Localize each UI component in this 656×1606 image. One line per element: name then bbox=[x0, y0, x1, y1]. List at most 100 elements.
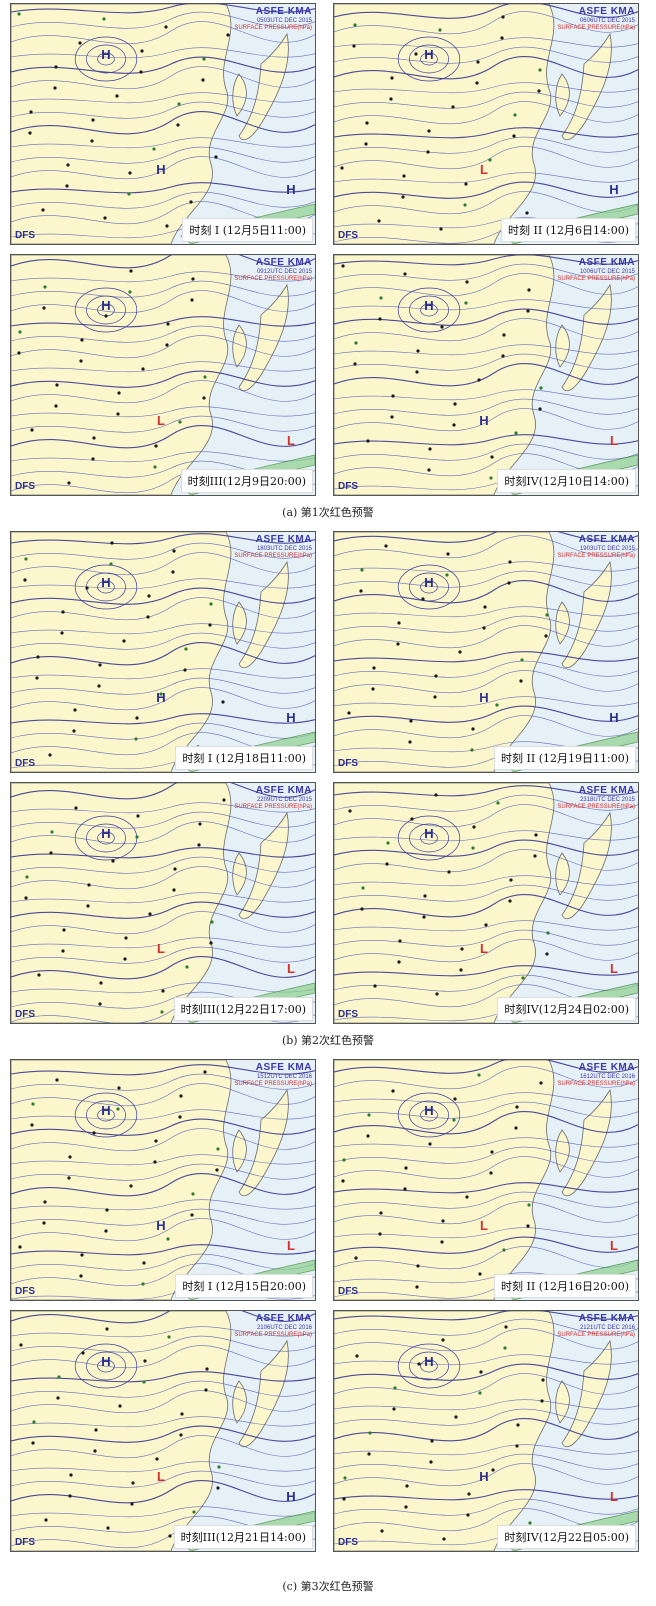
land-islands bbox=[561, 32, 612, 141]
station-dot bbox=[426, 150, 430, 154]
map-panel: H L L ASFE KMA 2209UTC DEC 2015 SURFACE PR… bbox=[10, 782, 316, 1024]
dfs-logo: DFS bbox=[15, 481, 35, 492]
time-label: 时刻III(12月9日20:00) bbox=[180, 469, 313, 493]
isobar-line bbox=[334, 308, 638, 326]
station-dot bbox=[359, 589, 363, 593]
pressure-map: H H H bbox=[11, 4, 315, 244]
map-panel: H H L ASFE KMA 2121UTC DEC 2016 SURFACE PR… bbox=[333, 1310, 639, 1552]
station-dot bbox=[545, 952, 549, 956]
map-stamp: ASFE KMA 0503UTC DEC 2015 SURFACE PRESSU… bbox=[234, 7, 312, 32]
closed-isobar bbox=[86, 1100, 126, 1130]
station-dot bbox=[179, 1433, 183, 1437]
station-dot bbox=[377, 219, 381, 223]
isobar-line bbox=[334, 615, 638, 633]
pressure-center-mark: H bbox=[286, 1489, 295, 1504]
isobar-line bbox=[334, 1182, 638, 1194]
isobar-line bbox=[11, 1154, 315, 1166]
isobar-line bbox=[334, 255, 638, 266]
isobar-line bbox=[11, 1479, 315, 1504]
station-dot bbox=[391, 1089, 395, 1093]
isobar-line bbox=[334, 929, 638, 947]
isobar-line bbox=[334, 839, 638, 857]
station-dot bbox=[185, 965, 189, 969]
map-panel: H H L ASFE KMA 1006UTC DEC 2015 SURFACE PR… bbox=[333, 254, 639, 496]
closed-isobar bbox=[74, 564, 138, 610]
station-dot bbox=[159, 692, 163, 696]
station-dot bbox=[172, 888, 176, 892]
station-dot bbox=[434, 674, 438, 678]
station-dot bbox=[371, 687, 375, 691]
station-dot bbox=[116, 412, 120, 416]
station-dot bbox=[105, 1327, 109, 1331]
stamp-product: SURFACE PRESSURE(hPa) bbox=[234, 1081, 312, 1087]
isobar-line bbox=[334, 570, 638, 588]
station-dot bbox=[384, 544, 388, 548]
isobar-line bbox=[11, 11, 315, 29]
closed-isobar bbox=[74, 1343, 138, 1389]
station-dot bbox=[460, 947, 464, 951]
pressure-center-mark: H bbox=[424, 1354, 433, 1369]
station-dot bbox=[129, 1184, 133, 1188]
stamp-agency: ASFE KMA bbox=[578, 1062, 635, 1073]
closed-isobar bbox=[397, 1092, 461, 1138]
station-dot bbox=[361, 886, 365, 890]
isobar-line bbox=[11, 380, 315, 404]
station-dot bbox=[340, 166, 344, 170]
station-dot bbox=[61, 949, 65, 953]
closed-isobar bbox=[409, 572, 449, 602]
isobar-line bbox=[11, 255, 315, 269]
station-dot bbox=[353, 23, 357, 27]
station-dot bbox=[402, 174, 406, 178]
pressure-center-mark: H bbox=[101, 1103, 110, 1118]
station-dot bbox=[80, 338, 84, 342]
station-dot bbox=[528, 1521, 532, 1525]
station-dot bbox=[521, 976, 525, 980]
isobar-line bbox=[11, 668, 315, 680]
station-dot bbox=[353, 362, 357, 366]
station-dot bbox=[153, 465, 157, 469]
station-dot bbox=[366, 439, 370, 443]
isobar-line bbox=[11, 632, 315, 650]
isobar-line bbox=[11, 1506, 315, 1518]
pressure-center-mark: H bbox=[424, 575, 433, 590]
station-dot bbox=[109, 562, 113, 566]
isobar-line bbox=[11, 4, 315, 14]
station-dot bbox=[513, 113, 517, 117]
isobar-line bbox=[334, 785, 638, 797]
station-dot bbox=[136, 814, 140, 818]
map-stamp: ASFE KMA 1512UTC DEC 2016 SURFACE PRESSU… bbox=[234, 1063, 312, 1088]
map-stamp: ASFE KMA 1006UTC DEC 2015 SURFACE PRESSU… bbox=[557, 258, 635, 283]
station-dot bbox=[41, 208, 45, 212]
station-dot bbox=[130, 1502, 134, 1506]
station-dot bbox=[92, 1131, 96, 1135]
station-dot bbox=[177, 102, 181, 106]
isobar-line bbox=[11, 1253, 315, 1271]
isobar-line bbox=[334, 1417, 638, 1442]
stamp-datetime: 2209UTC DEC 2015 bbox=[256, 797, 312, 803]
land-mainland bbox=[334, 255, 555, 495]
station-dot bbox=[341, 1179, 345, 1183]
station-dot bbox=[67, 481, 71, 485]
station-dot bbox=[66, 163, 70, 167]
station-dot bbox=[428, 447, 432, 451]
isobar-line bbox=[334, 273, 638, 297]
station-dot bbox=[440, 325, 444, 329]
station-dot bbox=[490, 455, 494, 459]
closed-isobar bbox=[97, 52, 115, 66]
station-dot bbox=[417, 1362, 421, 1366]
station-dot bbox=[416, 1264, 420, 1268]
station-dot bbox=[470, 748, 474, 752]
station-dot bbox=[25, 875, 29, 879]
station-dot bbox=[35, 676, 39, 680]
stamp-product: SURFACE PRESSURE(hPa) bbox=[557, 1081, 635, 1087]
stamp-product: SURFACE PRESSURE(hPa) bbox=[557, 553, 635, 559]
isobar-line bbox=[11, 1416, 315, 1428]
station-dot bbox=[367, 1113, 371, 1117]
station-dot bbox=[142, 1261, 146, 1265]
map-panel: H L L ASFE KMA 2318UTC DEC 2015 SURFACE PR… bbox=[333, 782, 639, 1024]
land-mainland bbox=[334, 1311, 555, 1551]
station-dot bbox=[507, 581, 511, 585]
station-dot bbox=[539, 386, 543, 390]
station-dot bbox=[422, 915, 426, 919]
station-dot bbox=[86, 904, 90, 908]
